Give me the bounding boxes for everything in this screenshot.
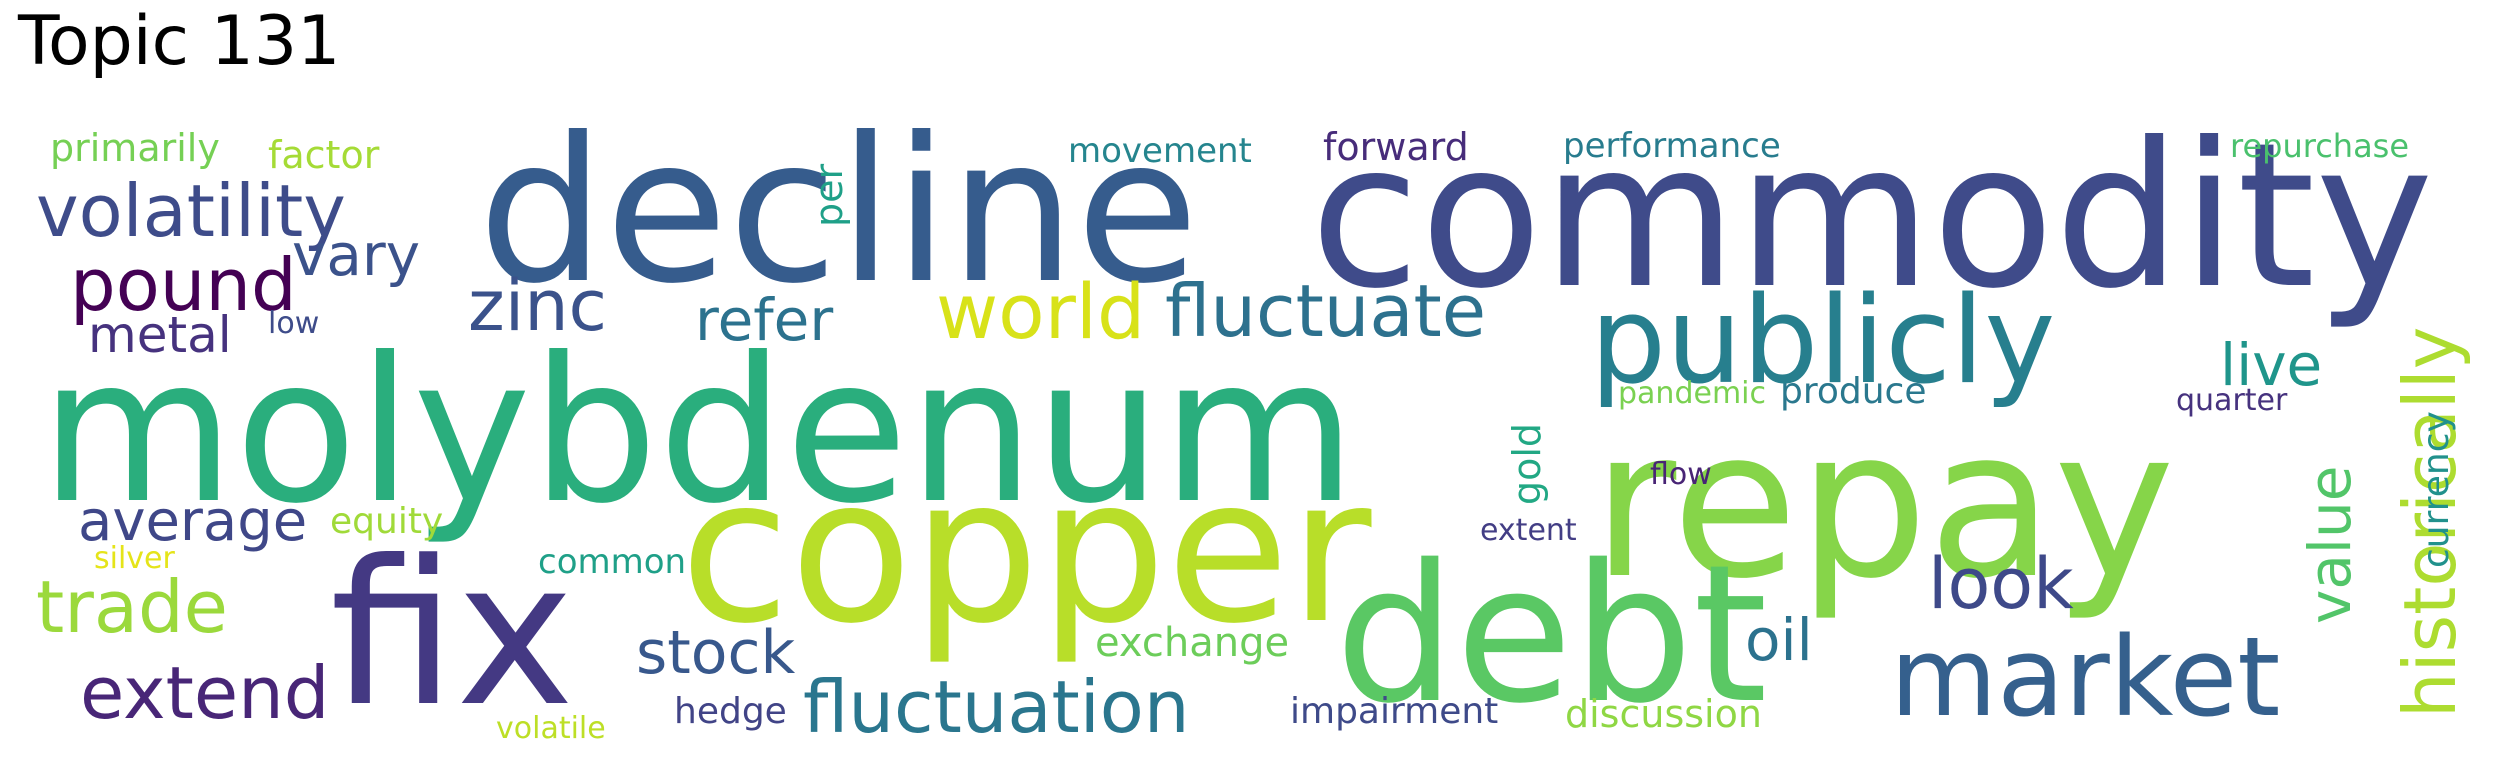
word-debt: debt — [1335, 524, 1768, 745]
word-vary: vary — [292, 221, 420, 289]
word-value: value — [2296, 466, 2364, 624]
word-currency: currency — [2416, 411, 2457, 568]
word-discussion: discussion — [1565, 692, 1762, 736]
word-molybdenum: molybdenum — [40, 315, 1356, 548]
word-market: market — [1890, 613, 2280, 741]
word-repay: repay — [1592, 386, 2175, 624]
word-repurchase: repurchase — [2230, 127, 2409, 165]
word-produce: produce — [1780, 371, 1927, 412]
word-performance: performance — [1563, 126, 1781, 166]
word-silver: silver — [94, 541, 176, 576]
word-trade: trade — [36, 565, 228, 649]
word-commodity: commodity — [1310, 100, 2434, 333]
word-low: low — [268, 306, 319, 341]
word-average: average — [78, 489, 307, 554]
word-volatile: volatile — [496, 711, 606, 746]
word-gold: gold — [1505, 423, 1549, 505]
word-copper: copper — [680, 435, 1372, 668]
word-pound: pound — [70, 243, 297, 327]
word-quarter: quarter — [2176, 383, 2288, 418]
word-flow: flow — [1650, 457, 1712, 492]
word-impairment: impairment — [1290, 691, 1498, 732]
word-look: look — [1928, 543, 2074, 625]
word-historically: historically — [2388, 327, 2472, 718]
word-primarily: primarily — [50, 126, 220, 170]
word-fix: fix — [330, 518, 574, 751]
word-extent: extent — [1480, 513, 1577, 548]
word-zinc: zinc — [468, 265, 607, 347]
word-oil: oil — [1745, 606, 1813, 674]
word-pandemic: pandemic — [1618, 376, 1766, 411]
word-extend: extend — [80, 651, 330, 735]
word-per: per — [807, 164, 851, 228]
word-world: world — [936, 267, 1145, 356]
word-movement: movement — [1068, 131, 1252, 171]
word-publicly: publicly — [1590, 272, 2055, 411]
word-equity: equity — [330, 501, 443, 542]
word-fluctuation: fluctuation — [803, 665, 1189, 749]
word-forward: forward — [1323, 125, 1469, 169]
word-live: live — [2220, 331, 2322, 399]
word-metal: metal — [88, 306, 232, 364]
page-title: Topic 131 — [18, 2, 341, 81]
word-exchange: exchange — [1095, 620, 1289, 666]
word-factor: factor — [268, 133, 380, 177]
word-stock: stock — [636, 618, 795, 688]
word-volatility: volatility — [36, 169, 346, 253]
word-hedge: hedge — [674, 691, 787, 732]
word-fluctuate: fluctuate — [1165, 269, 1486, 353]
word-decline: decline — [478, 95, 1199, 328]
word-common: common — [538, 542, 686, 582]
word-refer: refer — [695, 286, 833, 354]
